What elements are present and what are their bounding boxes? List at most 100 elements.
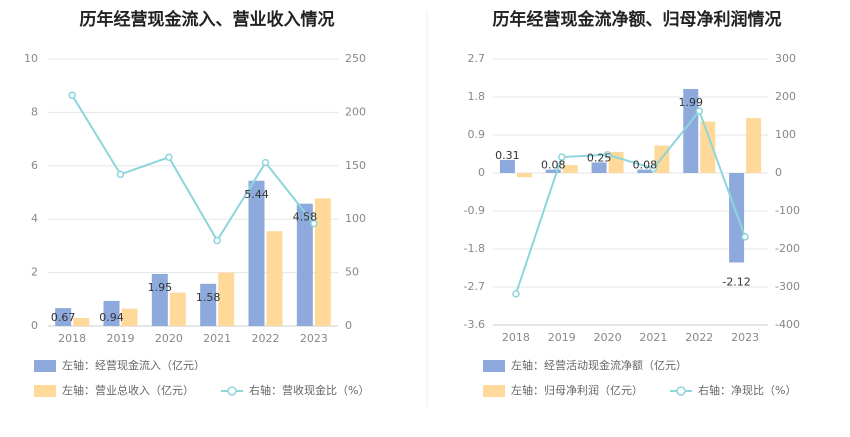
- x-axis-tick-label: 2021: [203, 332, 231, 345]
- right-axis-tick-label: 300: [775, 52, 796, 65]
- right-axis-tick-label: 200: [345, 105, 366, 118]
- legend-label: 左轴：营业总收入（亿元）: [62, 383, 194, 397]
- chart-title: 历年经营现金流入、营业收入情况: [80, 9, 335, 30]
- x-axis-tick-label: 2020: [155, 332, 183, 345]
- right-axis-tick-label: 100: [345, 212, 366, 225]
- line-point: [558, 153, 566, 161]
- line-point: [741, 233, 749, 241]
- left-axis-tick-label: -2.7: [464, 280, 485, 293]
- line-point: [68, 91, 76, 100]
- bar-secondary: [314, 198, 331, 326]
- bar-data-label: 0.08: [541, 159, 566, 172]
- legend-label: 右轴：营收现金比（%）: [249, 383, 369, 397]
- right-axis-tick-label: 100: [775, 128, 796, 141]
- bar-data-label: 5.44: [244, 188, 269, 201]
- bar-primary: [545, 169, 561, 173]
- line-point: [261, 158, 270, 167]
- left-axis-tick-label: 0: [31, 319, 38, 332]
- bar-primary: [637, 169, 653, 173]
- x-axis-tick-label: 2023: [300, 332, 328, 345]
- bar-data-label: 1.58: [196, 291, 221, 304]
- bar-data-label: 0.25: [587, 151, 612, 164]
- x-axis-tick-label: 2020: [594, 331, 622, 344]
- bar-secondary: [73, 317, 90, 326]
- line-point: [512, 290, 520, 298]
- line-point: [649, 164, 658, 173]
- bar-primary: [248, 180, 265, 326]
- bar-data-label: 1.99: [679, 96, 704, 109]
- x-axis-tick-label: 2022: [685, 331, 713, 344]
- right-axis-tick-label: 150: [345, 159, 366, 172]
- right-axis-tick-label: 0: [775, 166, 782, 179]
- chart-right: 历年经营现金流净额、归母净利润情况 -3.6 -2.7 -1.8 -0.9 0 0.9 1.8…: [464, 9, 800, 397]
- bar-primary: [729, 173, 745, 263]
- right-axis-tick-label: -100: [775, 204, 800, 217]
- left-axis-tick-label: -0.9: [464, 204, 485, 217]
- x-axis-tick-label: 2019: [548, 331, 576, 344]
- bar-primary: [683, 88, 699, 173]
- bar-secondary: [218, 272, 235, 326]
- left-axis-tick-label: 10: [24, 52, 38, 65]
- bar-data-label: 1.95: [148, 281, 173, 294]
- left-axis-tick-label: 1.8: [468, 90, 486, 103]
- left-axis-tick-label: 4: [31, 212, 38, 225]
- right-axis-tick-label: 50: [345, 266, 359, 279]
- left-axis-tick-label: 2: [31, 266, 38, 279]
- right-axis-tick-label: 0: [345, 319, 352, 332]
- right-axis-tick-label: -400: [775, 318, 800, 331]
- legend-swatch: [483, 360, 505, 372]
- bar-secondary: [121, 308, 138, 326]
- bar-secondary: [746, 118, 762, 173]
- legend-label: 左轴：经营现金流入（亿元）: [62, 358, 205, 372]
- x-axis-tick-label: 2022: [252, 332, 280, 345]
- bar-data-label: 0.31: [495, 149, 520, 162]
- line-point: [165, 153, 173, 162]
- left-axis-tick-label: 2.7: [468, 52, 486, 65]
- chart-left: 历年经营现金流入、营业收入情况0246810050100150200250201…: [24, 9, 369, 397]
- legend-swatch-marker: [676, 386, 686, 396]
- legend-label: 左轴：经营活动现金流净额（亿元）: [511, 358, 687, 372]
- bar-secondary: [562, 164, 578, 173]
- left-axis-tick-label: 6: [31, 159, 38, 172]
- right-axis-tick-label: 200: [775, 90, 796, 103]
- legend-label: 右轴：净现比（%）: [698, 383, 796, 397]
- legend-swatch-marker: [227, 386, 237, 396]
- bar-primary: [591, 162, 607, 173]
- legend-swatch: [483, 385, 505, 397]
- line-point: [310, 219, 318, 228]
- bar-secondary: [700, 121, 716, 173]
- legend-label: 左轴：归母净利润（亿元）: [511, 383, 643, 397]
- bar-data-label: 0.94: [99, 311, 124, 324]
- bar-secondary: [266, 231, 283, 326]
- left-axis-tick-label: -3.6: [464, 318, 485, 331]
- bar-primary: [103, 300, 120, 326]
- bar-secondary: [169, 292, 186, 326]
- series-line: [71, 94, 315, 243]
- series-line: [514, 109, 747, 295]
- bar-primary: [151, 273, 168, 326]
- left-axis-tick-label: -1.8: [464, 242, 485, 255]
- x-axis-tick-label: 2021: [639, 331, 667, 344]
- x-axis-tick-label: 2023: [731, 331, 759, 344]
- x-axis-tick-label: 2018: [502, 331, 530, 344]
- x-axis-tick-label: 2019: [107, 332, 135, 345]
- bar-primary: [55, 308, 72, 326]
- right-axis-tick-label: 250: [345, 52, 366, 65]
- left-axis-tick-label: 8: [31, 105, 38, 118]
- legend-swatch: [34, 360, 56, 372]
- bar-primary: [499, 159, 515, 173]
- right-axis-tick-label: -200: [775, 242, 800, 255]
- line-point: [603, 151, 612, 159]
- chart-title: 历年经营现金流净额、归母净利润情况: [493, 9, 782, 30]
- line-point: [695, 107, 703, 115]
- right-axis-tick-label: -300: [775, 280, 800, 293]
- line-point: [116, 170, 125, 179]
- bar-data-label: 4.58: [293, 211, 318, 224]
- bar-secondary: [516, 173, 532, 178]
- legend-swatch: [34, 385, 56, 397]
- line-point: [213, 236, 221, 245]
- left-axis-tick-label: 0: [478, 166, 485, 179]
- bar-primary: [296, 203, 313, 326]
- bar-data-label: -2.12: [722, 276, 750, 289]
